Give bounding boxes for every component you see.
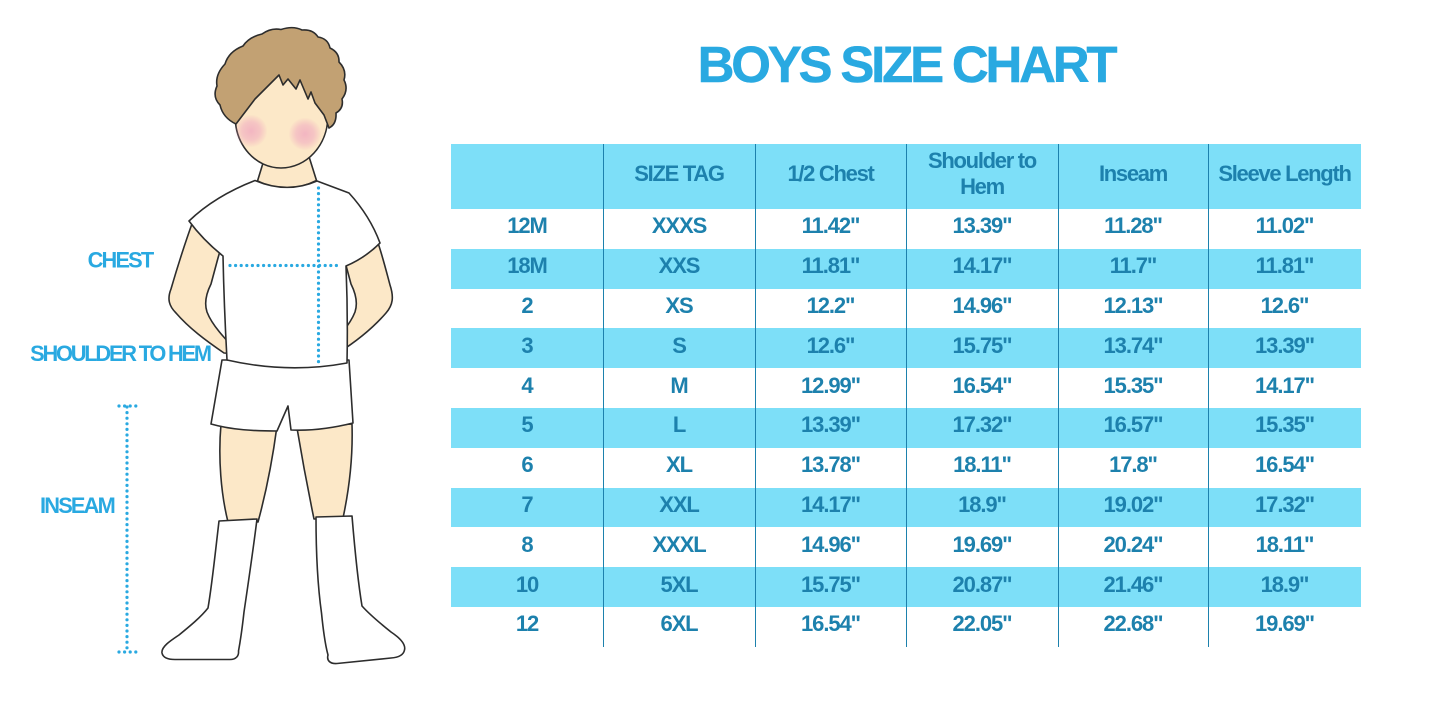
svg-text:CHEST: CHEST	[88, 248, 155, 273]
svg-text:INSEAM: INSEAM	[40, 493, 115, 518]
svg-text:SHOULDER TO HEM: SHOULDER TO HEM	[30, 341, 211, 366]
